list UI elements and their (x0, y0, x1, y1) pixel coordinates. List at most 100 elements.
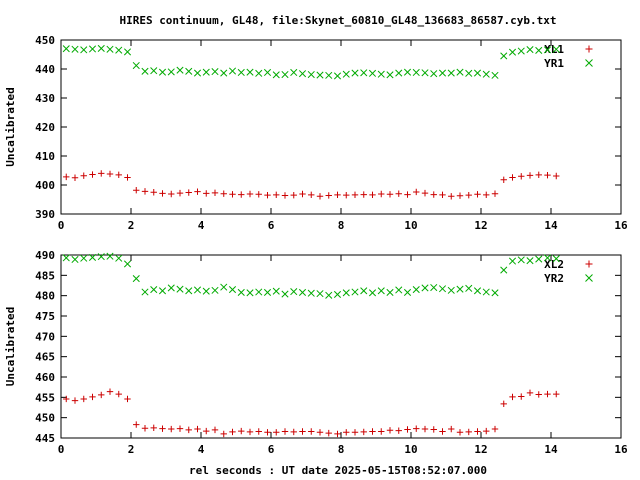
data-point (395, 69, 403, 77)
data-point (535, 391, 542, 398)
data-point (176, 66, 184, 74)
data-point (237, 288, 245, 296)
x-axis-label: rel seconds : UT date 2025-05-15T08:52:0… (189, 464, 487, 477)
y-tick-label: 420 (35, 121, 55, 134)
data-point (456, 192, 464, 199)
data-point (421, 189, 429, 197)
data-point (298, 288, 307, 296)
data-point (368, 69, 377, 77)
data-point (290, 191, 297, 199)
x-tick-label: 16 (614, 443, 628, 456)
legend-label: XL2 (544, 258, 564, 271)
x-tick-label: 12 (474, 219, 487, 232)
legend-label: YR2 (544, 272, 564, 285)
data-point (351, 191, 359, 199)
data-point (106, 252, 114, 260)
data-point (98, 391, 105, 399)
data-point (483, 427, 490, 435)
data-point (439, 428, 446, 435)
data-point (386, 427, 394, 434)
data-point (509, 393, 516, 401)
data-point (62, 254, 70, 262)
data-point (246, 428, 254, 436)
data-point (474, 191, 481, 198)
data-point (351, 429, 359, 436)
data-point (272, 71, 280, 79)
data-point (246, 289, 254, 297)
data-point (360, 69, 368, 77)
data-point (404, 191, 411, 198)
plot-frame (60, 39, 622, 215)
data-point (115, 390, 122, 398)
data-point (553, 390, 560, 398)
series-yr1 (62, 44, 560, 80)
data-point (273, 429, 280, 436)
data-point (133, 421, 140, 428)
data-point (351, 288, 359, 296)
data-point (80, 254, 88, 262)
data-point (483, 191, 490, 199)
data-point (194, 425, 201, 433)
data-point (378, 428, 385, 435)
data-point (491, 190, 499, 197)
data-point (71, 397, 79, 404)
y-tick-label: 410 (35, 150, 55, 163)
data-point (158, 287, 167, 295)
data-point (211, 286, 219, 294)
data-point (307, 289, 315, 297)
data-point (71, 174, 79, 181)
data-point (543, 254, 552, 262)
data-point (176, 425, 184, 432)
y-axis-label: Uncalibrated (4, 307, 17, 386)
data-point (124, 395, 131, 403)
data-point (290, 68, 298, 77)
data-point (150, 424, 157, 432)
data-point (465, 428, 472, 436)
data-point (176, 189, 184, 197)
data-point (333, 290, 342, 299)
data-point (185, 426, 192, 434)
x-tick-label: 0 (58, 219, 65, 232)
legend-marker (585, 45, 593, 53)
legend-marker (585, 59, 593, 67)
data-point (395, 427, 402, 434)
data-point (220, 283, 228, 291)
data-point (421, 69, 429, 77)
data-point (185, 67, 193, 75)
data-point (193, 286, 202, 294)
data-point (438, 285, 447, 293)
data-point (342, 70, 350, 78)
x-tick-label: 8 (338, 443, 345, 456)
data-point (430, 426, 437, 433)
data-point (308, 191, 315, 199)
data-point (500, 176, 507, 183)
x-tick-label: 14 (544, 443, 558, 456)
data-point (228, 286, 237, 294)
data-point (202, 287, 210, 295)
data-point (360, 191, 367, 198)
data-point (316, 71, 324, 79)
data-point (517, 47, 525, 55)
data-point (123, 260, 132, 268)
data-point (413, 425, 420, 432)
data-point (342, 289, 350, 297)
data-point (290, 428, 297, 436)
series-xl1 (63, 170, 560, 200)
data-point (255, 191, 262, 198)
data-point (89, 171, 96, 178)
data-point (150, 67, 158, 75)
data-point (220, 69, 228, 77)
data-point (395, 190, 402, 197)
data-point (246, 68, 254, 76)
series-xl2 (63, 388, 560, 438)
y-tick-label: 440 (35, 63, 55, 76)
data-point (229, 191, 236, 198)
data-point (211, 68, 219, 76)
data-point (255, 288, 263, 296)
data-point (308, 428, 315, 435)
data-point (403, 288, 412, 296)
data-point (448, 425, 455, 433)
data-point (237, 68, 245, 77)
data-point (386, 71, 394, 79)
